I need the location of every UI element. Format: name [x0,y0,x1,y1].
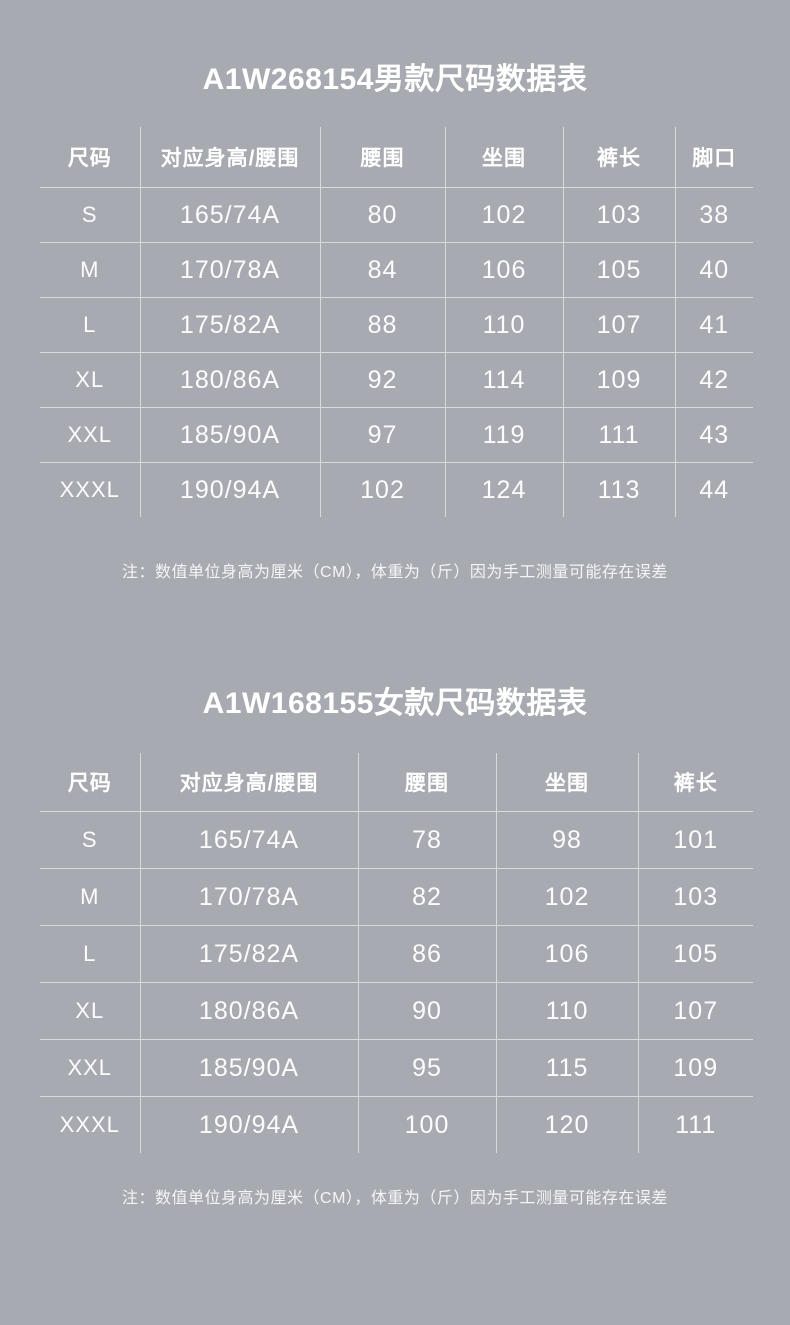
size-row: M 170/78A 82 102 103 [40,868,753,926]
value-cell: 109 [637,1039,753,1097]
value-cell: 98 [495,811,638,869]
size-row: XXL 185/90A 97 119 111 43 [40,407,753,463]
value-cell: 102 [495,868,638,926]
value-cell: 120 [495,1096,638,1153]
men-measurement-note: 注：数值单位身高为厘米（CM），体重为（斤）因为手工测量可能存在误差 [122,564,668,581]
women-size-table: 尺码 对应身高/腰围 腰围 坐围 裤长 S 165/74A 78 98 101 M 170/78A 8… [40,753,753,1153]
value-cell: 97 [319,407,445,463]
value-cell: 190/94A [139,1096,358,1153]
men-size-table: 尺码 对应身高/腰围 腰围 坐围 裤长 脚口 S 165/74A 80 102 103 38 M 170… [40,127,753,517]
value-cell: 165/74A [139,811,358,869]
value-cell: 107 [637,982,753,1040]
size-cell: S [40,187,140,243]
women-header-row: 尺码 对应身高/腰围 腰围 坐围 裤长 [40,753,753,812]
value-cell: 90 [357,982,496,1040]
size-row: XXXL 190/94A 102 124 113 44 [40,462,753,517]
men-size-table-title: A1W268154男款尺码数据表 [202,63,588,96]
size-cell: XXL [40,1039,140,1097]
value-cell: 105 [637,925,753,983]
value-cell: 170/78A [139,868,358,926]
women-size-table-title: A1W168155女款尺码数据表 [202,687,588,720]
value-cell: 105 [562,242,675,298]
column-header: 裤长 [637,753,753,812]
size-cell: L [40,297,140,353]
value-cell: 119 [444,407,563,463]
value-cell: 103 [562,187,675,243]
value-cell: 107 [562,297,675,353]
size-row: M 170/78A 84 106 105 40 [40,242,753,298]
value-cell: 42 [674,352,753,408]
value-cell: 111 [562,407,675,463]
value-cell: 111 [637,1096,753,1153]
value-cell: 185/90A [139,407,320,463]
value-cell: 113 [562,462,675,517]
size-cell: XXXL [40,1096,140,1153]
size-row: XXXL 190/94A 100 120 111 [40,1096,753,1153]
size-row: L 175/82A 86 106 105 [40,925,753,983]
value-cell: 175/82A [139,925,358,983]
column-header: 尺码 [67,147,112,170]
value-cell: 102 [444,187,563,243]
value-cell: 86 [357,925,496,983]
column-header: 对应身高/腰围 [139,753,358,812]
value-cell: 180/86A [139,352,320,408]
size-cell: L [40,925,140,983]
column-header: 腰围 [357,753,496,812]
value-cell: 82 [357,868,496,926]
value-cell: 190/94A [139,462,320,517]
size-cell: XL [40,982,140,1040]
value-cell: 124 [444,462,563,517]
value-cell: 38 [674,187,753,243]
value-cell: 110 [495,982,638,1040]
value-cell: 40 [674,242,753,298]
size-row: XXL 185/90A 95 115 109 [40,1039,753,1097]
size-cell: M [40,868,140,926]
value-cell: 180/86A [139,982,358,1040]
value-cell: 185/90A [139,1039,358,1097]
value-cell: 115 [495,1039,638,1097]
column-header: 坐围 [495,753,638,812]
column-header: 脚口 [674,127,753,188]
value-cell: 114 [444,352,563,408]
value-cell: 41 [674,297,753,353]
value-cell: 80 [319,187,445,243]
value-cell: 165/74A [139,187,320,243]
value-cell: 170/78A [139,242,320,298]
value-cell: 92 [319,352,445,408]
value-cell: 43 [674,407,753,463]
column-header: 坐围 [444,127,563,188]
men-header-row: 尺码 对应身高/腰围 腰围 坐围 裤长 脚口 [40,127,753,188]
size-row: S 165/74A 78 98 101 [40,811,753,869]
size-cell: XXL [40,407,140,463]
value-cell: 109 [562,352,675,408]
size-row: S 165/74A 80 102 103 38 [40,187,753,243]
value-cell: 103 [637,868,753,926]
value-cell: 78 [357,811,496,869]
size-cell: S [40,811,140,869]
value-cell: 88 [319,297,445,353]
value-cell: 84 [319,242,445,298]
value-cell: 175/82A [139,297,320,353]
size-row: XL 180/86A 92 114 109 42 [40,352,753,408]
value-cell: 101 [637,811,753,869]
column-header: 裤长 [562,127,675,188]
value-cell: 100 [357,1096,496,1153]
value-cell: 106 [495,925,638,983]
size-row: XL 180/86A 90 110 107 [40,982,753,1040]
column-header: 腰围 [319,127,445,188]
value-cell: 102 [319,462,445,517]
size-cell: XL [40,352,140,408]
size-cell: XXXL [40,462,140,517]
column-header: 对应身高/腰围 [139,127,320,188]
women-measurement-note: 注：数值单位身高为厘米（CM），体重为（斤）因为手工测量可能存在误差 [122,1190,668,1207]
value-cell: 106 [444,242,563,298]
value-cell: 95 [357,1039,496,1097]
value-cell: 110 [444,297,563,353]
size-row: L 175/82A 88 110 107 41 [40,297,753,353]
size-cell: M [40,242,140,298]
column-header: 尺码 [67,772,112,795]
value-cell: 44 [674,462,753,517]
